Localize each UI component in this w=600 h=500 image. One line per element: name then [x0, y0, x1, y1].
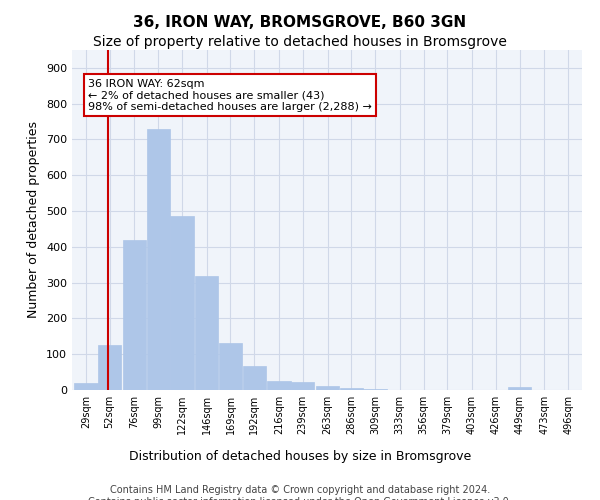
Bar [242, 366, 266, 390]
Bar [123, 240, 146, 390]
Text: 36 IRON WAY: 62sqm
← 2% of detached houses are smaller (43)
98% of semi-detached: 36 IRON WAY: 62sqm ← 2% of detached hous… [88, 78, 372, 112]
Bar [219, 343, 242, 390]
Bar [170, 216, 194, 390]
Bar [340, 388, 363, 390]
Y-axis label: Number of detached properties: Number of detached properties [28, 122, 40, 318]
Text: 36, IRON WAY, BROMSGROVE, B60 3GN: 36, IRON WAY, BROMSGROVE, B60 3GN [133, 15, 467, 30]
Bar [146, 128, 170, 390]
Bar [74, 383, 98, 390]
Bar [195, 276, 218, 390]
Text: Distribution of detached houses by size in Bromsgrove: Distribution of detached houses by size … [129, 450, 471, 463]
Bar [268, 381, 290, 390]
Text: Size of property relative to detached houses in Bromsgrove: Size of property relative to detached ho… [93, 35, 507, 49]
Bar [508, 387, 531, 390]
Bar [316, 386, 339, 390]
Bar [98, 346, 121, 390]
Bar [291, 382, 314, 390]
Text: Contains HM Land Registry data © Crown copyright and database right 2024.
Contai: Contains HM Land Registry data © Crown c… [88, 485, 512, 500]
